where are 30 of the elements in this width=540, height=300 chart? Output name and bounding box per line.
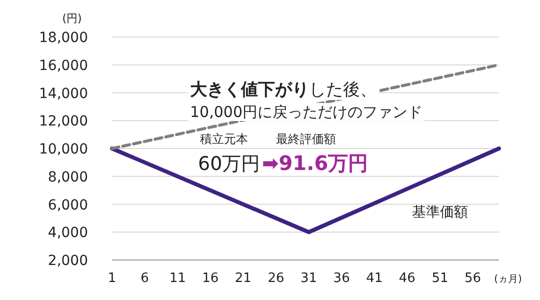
y-tick-label: 14,000 <box>39 86 88 102</box>
y-tick-label: 12,000 <box>39 114 88 130</box>
x-tick-label: 31 <box>300 271 318 286</box>
x-axis-title: (ヵ月) <box>494 274 522 285</box>
x-tick-label: 26 <box>268 271 284 286</box>
y-tick-label: 6,000 <box>48 197 88 214</box>
x-tick-label: 56 <box>464 271 482 286</box>
series-label: 基準価額 <box>412 204 468 220</box>
x-tick-label: 1 <box>108 271 116 286</box>
x-tick-label: 16 <box>202 271 219 286</box>
y-tick-label: 10,000 <box>39 142 88 158</box>
y-tick-label: 4,000 <box>48 225 88 242</box>
x-tick-label: 11 <box>169 271 186 286</box>
annotation: 大きく値下がりした後、 <box>190 80 377 100</box>
annotation: 10,000円に戻っただけのファンド <box>190 103 422 121</box>
annotation: 60万円 <box>198 153 260 175</box>
y-tick-label: 8,000 <box>48 169 88 186</box>
y-tick-label: 18,000 <box>39 30 88 46</box>
annotation: 最終評価額 <box>276 132 336 146</box>
x-tick-label: 36 <box>333 271 350 286</box>
y-tick-label: 2,000 <box>48 253 88 269</box>
x-tick-label: 41 <box>366 271 383 286</box>
x-tick-label: 46 <box>398 271 416 286</box>
x-tick-label: 21 <box>234 271 252 286</box>
annotation: ➡91.6万円 <box>262 151 368 175</box>
x-tick-label: 51 <box>432 271 448 286</box>
y-axis-title: (円) <box>62 12 82 25</box>
x-tick-label: 6 <box>140 271 149 286</box>
annotation: 積立元本 <box>200 132 248 146</box>
y-tick-label: 16,000 <box>39 58 88 74</box>
